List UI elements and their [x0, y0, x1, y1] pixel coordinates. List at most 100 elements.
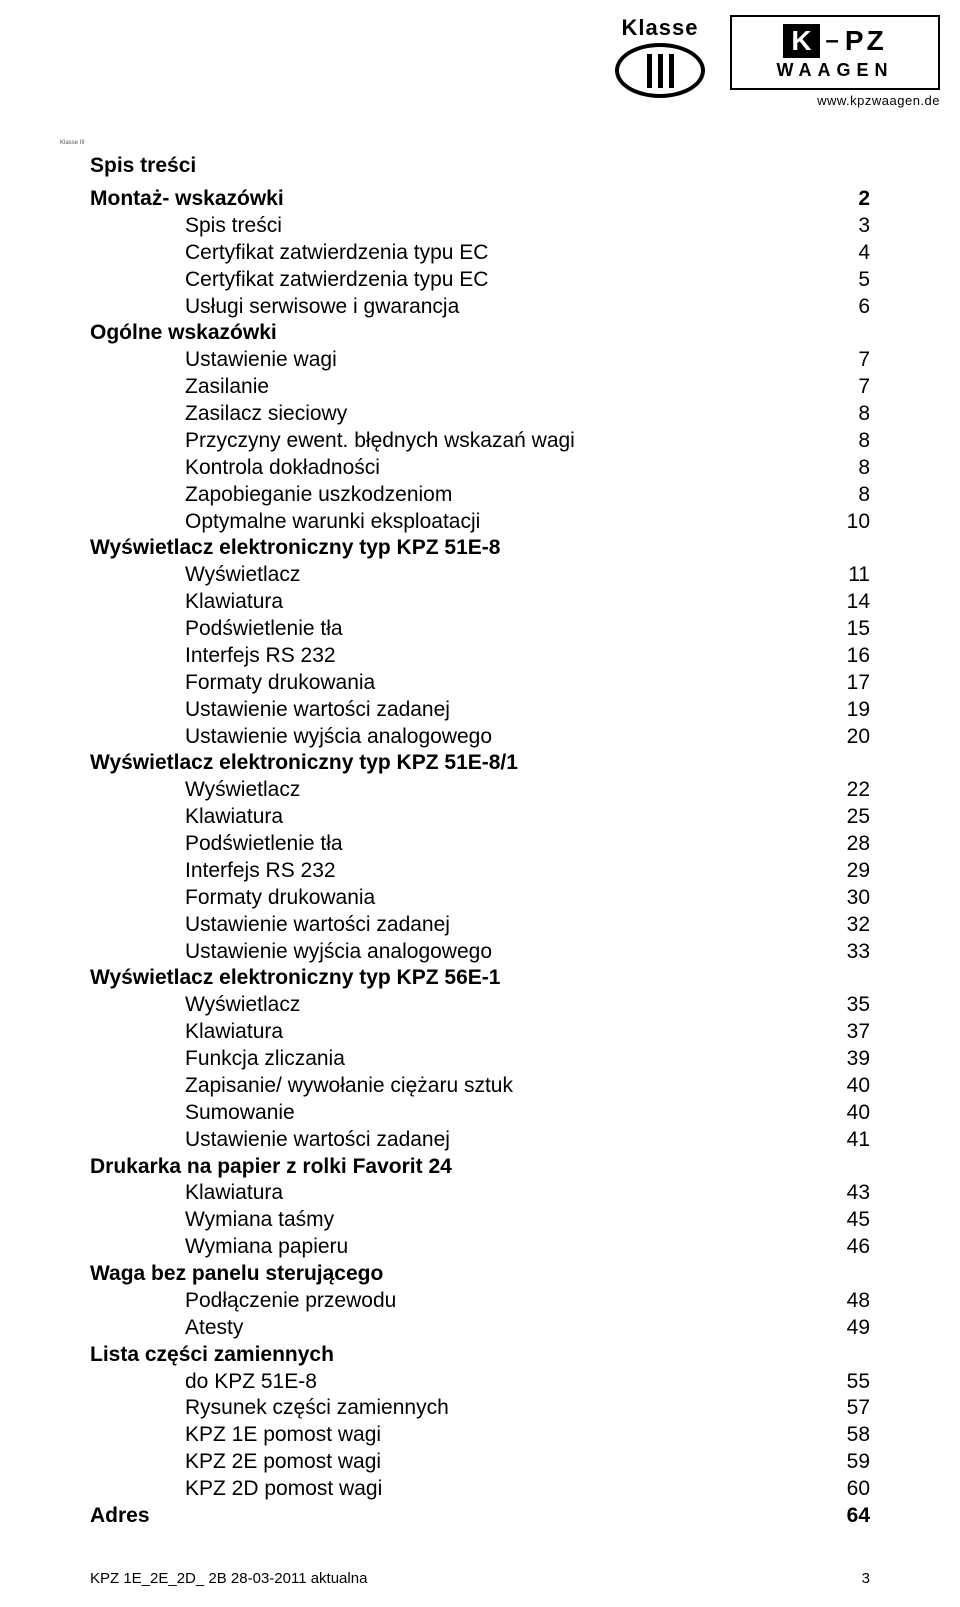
- toc-row: Funkcja zliczania39: [90, 1046, 870, 1073]
- kpz-url: www.kpzwaagen.de: [730, 93, 940, 108]
- toc-page-number: 45: [820, 1207, 870, 1234]
- toc-row: Wymiana taśmy45: [90, 1207, 870, 1234]
- toc-row: Klawiatura43: [90, 1180, 870, 1207]
- toc-item-label: Wyświetlacz: [90, 992, 820, 1019]
- toc-item-label: Podświetlenie tła: [90, 616, 820, 643]
- toc-page-number: 7: [820, 374, 870, 401]
- toc-page-number: [820, 1261, 870, 1288]
- toc-row: Certyfikat zatwierdzenia typu EC4: [90, 240, 870, 267]
- toc-row: Wyświetlacz35: [90, 992, 870, 1019]
- toc-item-label: Przyczyny ewent. błędnych wskazań wagi: [90, 428, 820, 455]
- toc-item-label: Rysunek części zamiennych: [90, 1395, 820, 1422]
- toc-item-label: Kontrola dokładności: [90, 455, 820, 482]
- klasse-bar-2: [658, 54, 663, 88]
- toc-row: Waga bez panelu sterującego: [90, 1261, 870, 1288]
- toc-item-label: do KPZ 51E-8: [90, 1369, 820, 1396]
- toc-row: Ustawienie wartości zadanej19: [90, 697, 870, 724]
- toc-page-number: 55: [820, 1369, 870, 1396]
- toc-row: KPZ 2D pomost wagi60: [90, 1476, 870, 1503]
- toc-page-number: [820, 535, 870, 562]
- toc-item-label: Zapobieganie uszkodzeniom: [90, 482, 820, 509]
- toc-item-label: Klawiatura: [90, 589, 820, 616]
- kpz-logo-top: K – PZ: [783, 24, 886, 58]
- toc-section-label: Waga bez panelu sterującego: [90, 1261, 820, 1288]
- toc-item-label: Formaty drukowania: [90, 885, 820, 912]
- toc-section-label: Wyświetlacz elektroniczny typ KPZ 51E-8: [90, 535, 820, 562]
- toc-row: Usługi serwisowe i gwarancja6: [90, 294, 870, 321]
- klasse-bar-3: [669, 54, 674, 88]
- toc-item-label: Spis treści: [90, 213, 820, 240]
- toc-row: do KPZ 51E-855: [90, 1369, 870, 1396]
- toc-row: Wyświetlacz22: [90, 777, 870, 804]
- toc-page-number: 15: [820, 616, 870, 643]
- toc-row: Zapobieganie uszkodzeniom8: [90, 482, 870, 509]
- toc-row: KPZ 2E pomost wagi59: [90, 1449, 870, 1476]
- kpz-logo-box: K – PZ WAAGEN: [730, 15, 940, 90]
- toc-item-label: Zasilanie: [90, 374, 820, 401]
- toc-row: Lista części zamiennych: [90, 1342, 870, 1369]
- toc-item-label: Podłączenie przewodu: [90, 1288, 820, 1315]
- toc-item-label: Ustawienie wagi: [90, 347, 820, 374]
- toc-section-label: Lista części zamiennych: [90, 1342, 820, 1369]
- toc-page-number: 58: [820, 1422, 870, 1449]
- toc-page-number: 14: [820, 589, 870, 616]
- toc-row: Ustawienie wartości zadanej32: [90, 912, 870, 939]
- toc-row: Optymalne warunki eksploatacji10: [90, 509, 870, 536]
- toc-page-number: 48: [820, 1288, 870, 1315]
- toc-item-label: Certyfikat zatwierdzenia typu EC: [90, 267, 820, 294]
- klasse-bar-1: [647, 54, 652, 88]
- toc-page-number: 35: [820, 992, 870, 1019]
- toc-row: Klawiatura37: [90, 1019, 870, 1046]
- toc-row: Zasilanie7: [90, 374, 870, 401]
- toc-row: Podłączenie przewodu48: [90, 1288, 870, 1315]
- toc-item-label: Wymiana taśmy: [90, 1207, 820, 1234]
- toc-item-label: Certyfikat zatwierdzenia typu EC: [90, 240, 820, 267]
- footer-page-number: 3: [862, 1570, 870, 1587]
- toc-page-number: 25: [820, 804, 870, 831]
- kpz-k-icon: K: [783, 24, 819, 58]
- toc-item-label: Klawiatura: [90, 1180, 820, 1207]
- toc-item-label: Klawiatura: [90, 804, 820, 831]
- toc-item-label: KPZ 2D pomost wagi: [90, 1476, 820, 1503]
- toc-page-number: 22: [820, 777, 870, 804]
- klasse-badge: Klasse: [615, 15, 705, 98]
- kpz-logo: K – PZ WAAGEN www.kpzwaagen.de: [730, 15, 940, 108]
- toc-page-number: [820, 1154, 870, 1181]
- toc-page-number: 64: [820, 1503, 870, 1530]
- toc-page-number: 46: [820, 1234, 870, 1261]
- toc-item-label: Atesty: [90, 1315, 820, 1342]
- toc-page-number: 40: [820, 1073, 870, 1100]
- toc-page-number: 7: [820, 347, 870, 374]
- toc-page-number: [820, 750, 870, 777]
- toc-page-number: 8: [820, 428, 870, 455]
- toc-row: Przyczyny ewent. błędnych wskazań wagi8: [90, 428, 870, 455]
- toc-item-label: Optymalne warunki eksploatacji: [90, 509, 820, 536]
- toc-page-number: 4: [820, 240, 870, 267]
- toc-item-label: Wyświetlacz: [90, 562, 820, 589]
- toc-row: Interfejs RS 23229: [90, 858, 870, 885]
- toc-row: Atesty49: [90, 1315, 870, 1342]
- toc-page-number: 40: [820, 1100, 870, 1127]
- toc-page-number: 43: [820, 1180, 870, 1207]
- toc-item-label: Zapisanie/ wywołanie ciężaru sztuk: [90, 1073, 820, 1100]
- toc-page-number: [820, 320, 870, 347]
- toc-item-label: Ustawienie wyjścia analogowego: [90, 724, 820, 751]
- toc-item-label: Interfejs RS 232: [90, 643, 820, 670]
- page-footer: KPZ 1E_2E_2D_ 2B 28-03-2011 aktualna 3: [0, 1570, 960, 1607]
- toc-page-number: 6: [820, 294, 870, 321]
- toc-row: Interfejs RS 23216: [90, 643, 870, 670]
- toc-item-label: Klawiatura: [90, 1019, 820, 1046]
- footer-left: KPZ 1E_2E_2D_ 2B 28-03-2011 aktualna: [90, 1570, 367, 1587]
- toc-section-label: Ogólne wskazówki: [90, 320, 820, 347]
- toc-item-label: Funkcja zliczania: [90, 1046, 820, 1073]
- toc-row: Zapisanie/ wywołanie ciężaru sztuk40: [90, 1073, 870, 1100]
- toc-page-number: 33: [820, 939, 870, 966]
- toc-item-label: Ustawienie wartości zadanej: [90, 912, 820, 939]
- toc-page-number: 59: [820, 1449, 870, 1476]
- toc-page-number: 49: [820, 1315, 870, 1342]
- toc-page-number: 37: [820, 1019, 870, 1046]
- toc-item-label: Interfejs RS 232: [90, 858, 820, 885]
- toc-row: Formaty drukowania30: [90, 885, 870, 912]
- toc-page-number: 17: [820, 670, 870, 697]
- toc-page-number: [820, 965, 870, 992]
